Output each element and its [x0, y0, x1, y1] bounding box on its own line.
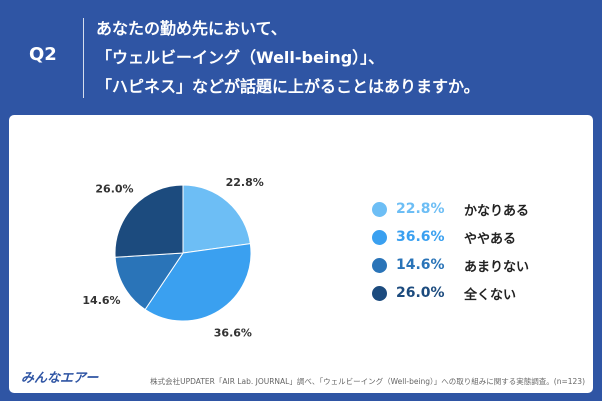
question-line-2: 「ウェルビーイング（Well-being）」、 [96, 48, 385, 67]
pie-slice-1 [182, 184, 251, 254]
legend-swatch-1 [372, 201, 387, 217]
pie-label-2: 36.6% [214, 327, 252, 340]
legend-swatch-2 [372, 229, 387, 245]
legend-percent-3: 14.6% [396, 257, 445, 273]
legend: 22.8% かなりある 36.6% ややある 14.6% あまりない 26.0%… [372, 195, 529, 307]
legend-percent-1: 22.8% [396, 201, 445, 217]
legend-item-3: 14.6% あまりない [372, 251, 529, 279]
pie-label-3: 14.6% [82, 294, 120, 307]
legend-label-2: ややある [464, 231, 517, 247]
legend-percent-4: 26.0% [396, 285, 445, 301]
legend-label-3: あまりない [464, 259, 530, 275]
header-divider [83, 18, 84, 98]
legend-swatch-4 [372, 285, 387, 301]
question-line-1: あなたの勤め先において、 [96, 19, 287, 38]
pie-label-1: 22.8% [226, 176, 264, 189]
header: Q2 あなたの勤め先において、 「ウェルビーイング（Well-being）」、 … [0, 0, 602, 115]
pie-chart: 22.8% 36.6% 14.6% 26.0% [82, 176, 264, 340]
pie-slice-2 [144, 243, 252, 322]
pie-slice-3 [114, 252, 184, 311]
pie-label-4: 26.0% [95, 183, 133, 196]
question-line-3: 「ハピネス」などが話題に上がることはありますか。 [96, 77, 480, 96]
chart-panel: 22.8% 36.6% 14.6% 26.0% 22.8% かなりある 36.6% や… [9, 115, 593, 393]
legend-item-2: 36.6% ややある [372, 223, 529, 251]
source-note: 株式会社UPDATER「AIR Lab. JOURNAL」調べ、「ウェルビーイン… [150, 377, 585, 386]
legend-swatch-3 [372, 257, 387, 273]
question-text: あなたの勤め先において、 「ウェルビーイング（Well-being）」、 「ハピ… [96, 14, 596, 101]
legend-label-4: 全くない [464, 287, 517, 303]
legend-item-4: 26.0% 全くない [372, 279, 529, 307]
legend-item-1: 22.8% かなりある [372, 195, 529, 223]
legend-label-1: かなりある [464, 203, 530, 219]
question-number: Q2 [29, 44, 57, 65]
pie-slice-4 [114, 184, 184, 258]
legend-percent-2: 36.6% [396, 229, 445, 245]
brand-logo: みんなエアー [21, 371, 99, 386]
